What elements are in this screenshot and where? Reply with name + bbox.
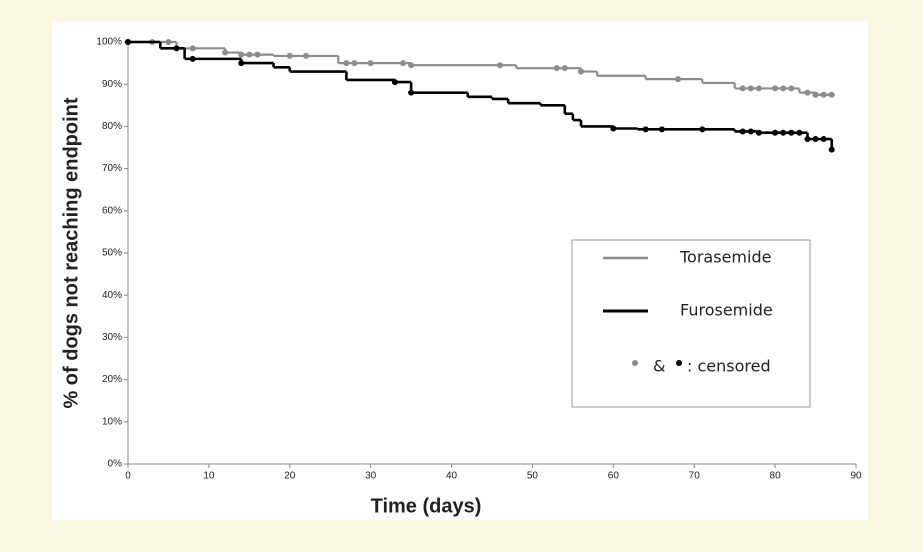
censored-point (820, 136, 827, 143)
y-tick-label: 70% (102, 163, 122, 174)
censored-point (747, 85, 754, 92)
legend-box (571, 239, 811, 408)
y-tick-label: 60% (102, 205, 122, 216)
censored-point (788, 85, 795, 92)
x-tick-label: 20 (284, 471, 296, 482)
censored-point (561, 65, 568, 72)
censored-point (408, 89, 415, 96)
y-tick-label: 30% (102, 332, 122, 343)
censored-point (343, 60, 350, 67)
censored-point (755, 129, 762, 136)
censored-point (788, 129, 795, 136)
x-tick-label: 30 (365, 471, 377, 482)
censored-point (125, 39, 131, 45)
x-tick-label: 90 (850, 471, 862, 482)
x-axis-title: Time (days) (371, 495, 482, 517)
censored-point (286, 52, 293, 59)
censored-point (238, 60, 245, 67)
y-tick-label: 90% (102, 79, 122, 90)
censored-point (408, 62, 415, 69)
censored-point (222, 49, 229, 56)
censored-point (755, 85, 762, 92)
censored-point (238, 51, 245, 58)
censored-point (497, 62, 504, 69)
legend-label: Torasemide (679, 248, 771, 267)
x-tick-label: 60 (608, 471, 620, 482)
y-tick-label: 10% (102, 416, 122, 427)
censored-point (675, 76, 682, 83)
legend-censored-dot (676, 360, 682, 366)
y-tick-label: 20% (102, 374, 122, 385)
censored-point (772, 129, 779, 136)
legend-censored-joiner: & (653, 357, 665, 376)
x-tick-label: 70 (689, 471, 701, 482)
censored-point (351, 60, 358, 67)
censored-point (246, 51, 253, 58)
x-tick-label: 80 (770, 471, 782, 482)
censored-point (642, 126, 649, 133)
censored-point (804, 136, 811, 143)
x-tick-label: 10 (203, 471, 215, 482)
x-tick-label: 50 (527, 471, 539, 482)
x-tick-label: 0 (125, 471, 131, 482)
censored-point (367, 60, 374, 67)
censored-point (828, 91, 835, 98)
censored-point (189, 45, 196, 52)
legend-label: Furosemide (680, 301, 773, 320)
censored-point (658, 126, 665, 133)
censored-point (189, 55, 196, 62)
censored-point (739, 85, 746, 92)
censored-point (820, 91, 827, 98)
censored-point (173, 45, 180, 52)
censored-point (780, 129, 787, 136)
censored-point (772, 85, 779, 92)
censored-point (391, 79, 398, 86)
x-tick-label: 40 (446, 471, 458, 482)
censored-point (302, 52, 309, 59)
y-tick-label: 100% (96, 37, 122, 48)
y-axis-title: % of dogs not reaching endpoint (60, 97, 82, 408)
censored-point (577, 68, 584, 75)
y-tick-label: 50% (102, 248, 122, 259)
censored-point (400, 60, 407, 67)
censored-point (804, 89, 811, 96)
legend-censored-label: : censored (687, 357, 771, 376)
y-tick-label: 40% (102, 290, 122, 301)
censored-point (254, 51, 261, 58)
censored-point (796, 129, 803, 136)
censored-point (828, 146, 835, 153)
censored-point (739, 128, 746, 135)
censored-point (812, 136, 819, 143)
censored-point (553, 65, 560, 72)
legend-censored-dot (632, 360, 638, 366)
y-tick-label: 0% (108, 459, 123, 470)
censored-point (610, 125, 617, 132)
censored-point (747, 128, 754, 135)
censored-point (699, 126, 706, 133)
y-tick-label: 80% (102, 121, 122, 132)
censored-point (165, 39, 172, 45)
censored-point (780, 85, 787, 92)
censored-point (812, 91, 819, 98)
